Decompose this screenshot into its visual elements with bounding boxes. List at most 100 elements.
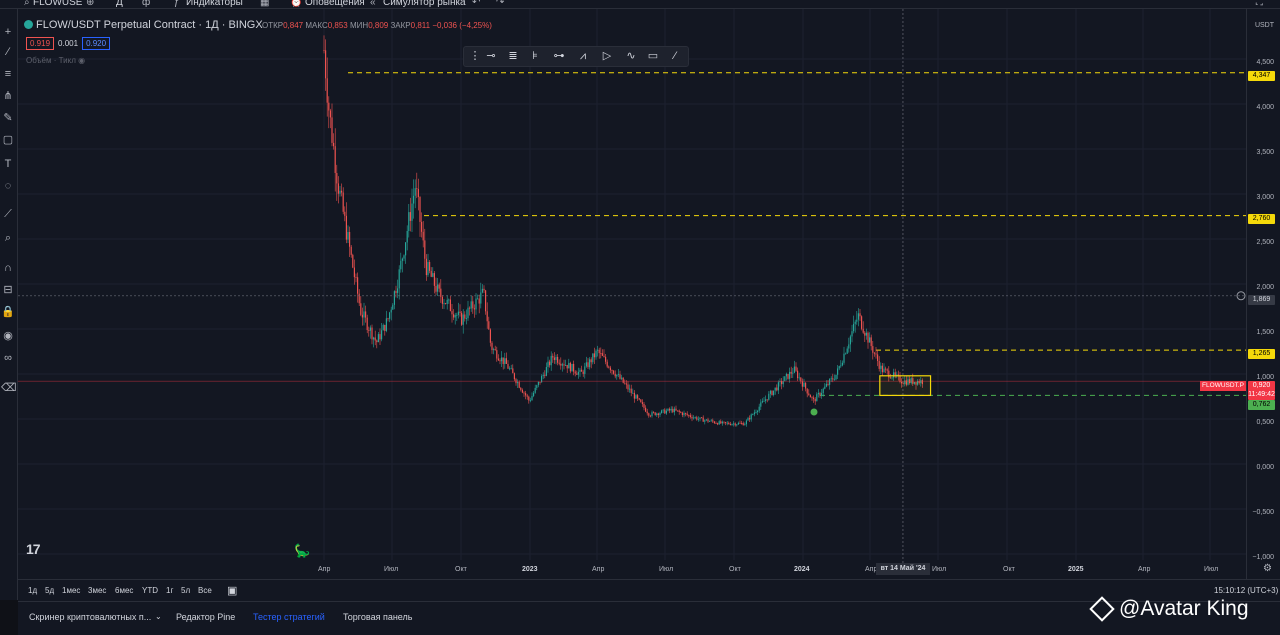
y-tick: 2,000: [1256, 284, 1274, 291]
candle-body: [601, 353, 603, 356]
candle-body: [432, 273, 434, 277]
tab-crypto-screener[interactable]: Скринер криптовалютных п...: [29, 612, 152, 622]
trend-line-icon[interactable]: ∕: [7, 46, 9, 58]
redo-icon[interactable]: ↷: [496, 0, 505, 8]
add-symbol-icon[interactable]: ⊕: [86, 0, 95, 8]
brush-icon[interactable]: ✎: [3, 112, 13, 124]
price-axis[interactable]: [1246, 9, 1280, 579]
candle-body: [705, 419, 707, 421]
pitchfork-icon[interactable]: ⋔: [3, 90, 13, 102]
alert-icon[interactable]: ⏰: [290, 0, 303, 8]
text-icon[interactable]: T: [4, 158, 12, 170]
indicators-button[interactable]: Индикаторы: [186, 0, 243, 8]
candle-body: [565, 365, 567, 366]
candle-body: [768, 393, 770, 400]
trend-line-icon[interactable]: ⁄: [674, 50, 676, 62]
symbol-legend[interactable]: FLOW/USDT Perpetual Contract · 1Д · BING…: [24, 19, 263, 31]
clock[interactable]: 15:10:12 (UTC+3): [1214, 586, 1279, 595]
range-button[interactable]: 6мес: [115, 586, 134, 595]
candle-body: [694, 417, 696, 419]
range-button[interactable]: 5л: [181, 586, 191, 595]
crosshair-icon[interactable]: +: [4, 26, 12, 38]
volume-legend[interactable]: Объём · Тикл ◉: [26, 56, 86, 65]
tab-trading-panel[interactable]: Торговая панель: [343, 612, 413, 622]
candle-body: [529, 400, 531, 402]
trash-icon[interactable]: ⌫: [1, 382, 17, 394]
tab-strategy-tester[interactable]: Тестер стратегий: [253, 612, 325, 622]
buy-button[interactable]: 0.920: [82, 37, 111, 50]
x-tick: Окт: [455, 566, 467, 573]
drag-handle-icon[interactable]: ⋮: [469, 50, 481, 62]
tab-pine-editor[interactable]: Редактор Pine: [176, 612, 236, 622]
lock-drawings-icon[interactable]: ⊟: [3, 284, 13, 296]
tradingview-logo[interactable]: 17: [26, 541, 41, 557]
symbol-search[interactable]: FLOWUSE: [33, 0, 83, 8]
range-button[interactable]: 5д: [45, 586, 55, 595]
replay-icon[interactable]: «: [370, 0, 376, 8]
interval-button[interactable]: Д: [116, 0, 123, 8]
crosshair-plus-icon: [1236, 291, 1246, 301]
range-button[interactable]: Все: [198, 586, 212, 595]
dino-icon: 🦕: [294, 543, 311, 558]
sell-button[interactable]: 0.919: [26, 37, 55, 50]
search-icon[interactable]: ⌕: [24, 0, 30, 8]
range-button[interactable]: YTD: [142, 586, 158, 595]
candle-body: [630, 388, 632, 393]
candle-body: [614, 373, 616, 377]
candle-body: [793, 366, 795, 373]
y-tick: 1,500: [1256, 329, 1274, 336]
zoom-icon[interactable]: ⌕: [4, 232, 12, 244]
x-tick: Июл: [659, 566, 674, 573]
ruler-icon[interactable]: ⟋: [4, 208, 12, 220]
candle-body: [494, 349, 496, 351]
magnet-icon[interactable]: ∩: [4, 262, 12, 274]
candle-body: [744, 424, 746, 426]
path-icon[interactable]: ⩘: [579, 50, 587, 62]
candles-icon[interactable]: ф: [142, 0, 151, 8]
shapes-icon[interactable]: ▢: [2, 134, 14, 146]
rectangle-icon[interactable]: ▭: [647, 50, 659, 62]
range-button[interactable]: 1д: [28, 586, 38, 595]
layouts-icon[interactable]: ▦: [260, 0, 270, 8]
ray-icon[interactable]: ⊶: [553, 50, 565, 62]
candle-body: [518, 382, 520, 388]
fullscreen-icon[interactable]: ⛶: [1256, 0, 1263, 8]
range-button[interactable]: 3мес: [88, 586, 107, 595]
candle-body: [477, 298, 479, 300]
lock-icon[interactable]: 🔒: [1, 306, 15, 318]
eye-icon[interactable]: ◉: [78, 56, 86, 65]
fib-retracement-icon[interactable]: ≣: [508, 50, 518, 62]
horizontal-lines-icon[interactable]: ≡: [4, 68, 12, 80]
settings-icon[interactable]: ⚙: [1263, 563, 1272, 574]
calendar-icon[interactable]: ▣: [227, 585, 238, 597]
patterns-icon[interactable]: ◌: [4, 180, 12, 192]
curve-icon[interactable]: ∿: [626, 50, 636, 62]
candle-body: [801, 381, 803, 387]
candle-body: [539, 381, 541, 383]
chevron-down-icon[interactable]: ⌄: [155, 612, 162, 621]
candle-body: [464, 314, 466, 319]
candle-body: [843, 353, 845, 363]
candle-body: [872, 346, 874, 353]
currency-label[interactable]: USDT: [1254, 22, 1274, 29]
link-icon[interactable]: ∞: [4, 352, 12, 364]
indicators-icon[interactable]: ƒ: [174, 0, 180, 8]
replay-button[interactable]: Симулятор рынка: [383, 0, 466, 8]
eye-icon[interactable]: ◉: [3, 330, 13, 342]
candle-body: [859, 313, 861, 317]
candle-body: [707, 419, 709, 422]
undo-icon[interactable]: ↶: [472, 0, 481, 8]
candle-body: [880, 365, 882, 369]
range-button[interactable]: 1г: [166, 586, 174, 595]
pattern-icon[interactable]: ▷: [602, 50, 612, 62]
candle-body: [661, 410, 663, 414]
long-position-icon[interactable]: ⊧: [532, 50, 538, 62]
candle-body: [499, 360, 501, 362]
range-button[interactable]: 1мес: [62, 586, 81, 595]
alerts-button[interactable]: Оповещения: [305, 0, 365, 8]
candle-body: [672, 408, 674, 413]
horizontal-ray-icon[interactable]: ⊸: [486, 50, 496, 62]
candle-body: [833, 379, 835, 381]
candle-body: [769, 390, 771, 394]
